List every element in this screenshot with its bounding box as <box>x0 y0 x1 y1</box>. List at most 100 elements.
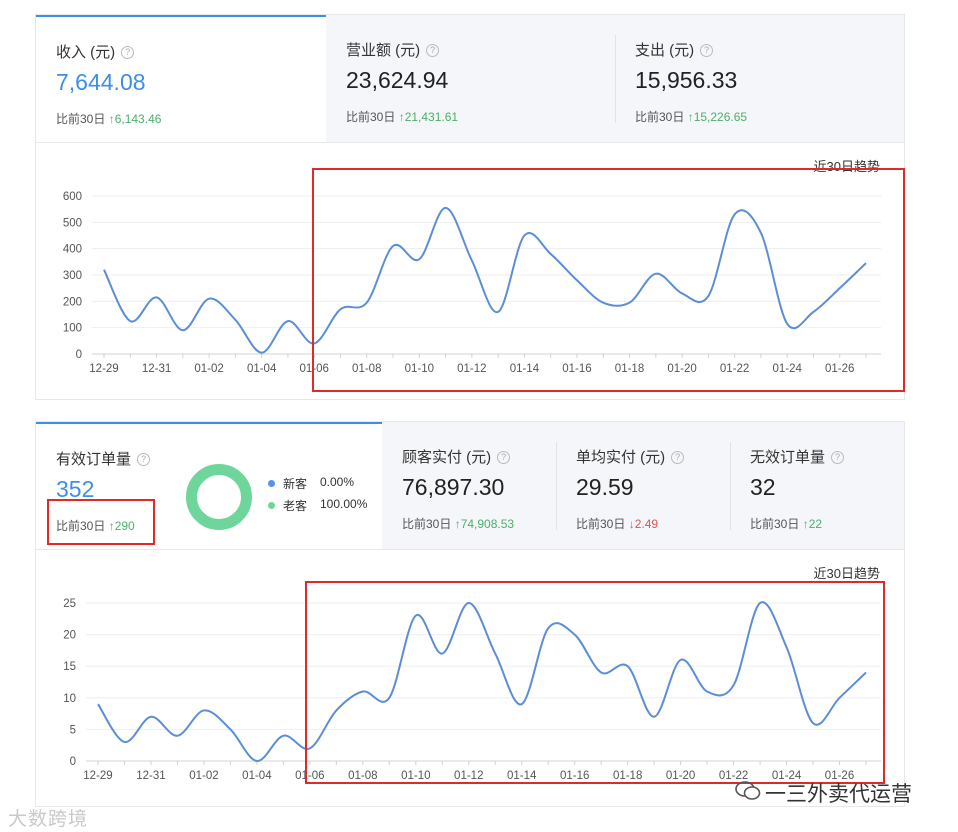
stat-value-customer-paid: 76,897.30 <box>402 474 505 500</box>
stat-card-turnover[interactable]: 营业额 (元)? 23,624.94 比前30日 ↑21,431.61 <box>326 15 615 142</box>
x-tick-label: 01-02 <box>194 363 223 375</box>
stat-card-expense[interactable]: 支出 (元)? 15,956.33 比前30日 ↑15,226.65 <box>615 15 904 142</box>
stat-compare-value-avg-paid: ↓2.49 <box>628 517 659 531</box>
stat-value-valid-orders: 352 <box>56 476 95 502</box>
trend-title: 近30日趋势 <box>813 159 880 174</box>
x-tick-label: 01-12 <box>454 770 483 782</box>
stat-label-invalid-orders: 无效订单量 <box>750 449 826 466</box>
revenue-panel: 收入 (元)? 7,644.08 比前30日 ↑6,143.46 营业额 (元)… <box>35 14 905 400</box>
watermark-left: 大数跨境 <box>8 809 89 830</box>
x-tick-label: 01-22 <box>719 770 748 782</box>
stat-compare-value-invalid-orders: ↑22 <box>802 517 823 531</box>
x-tick-label: 01-14 <box>510 363 540 375</box>
trend-line <box>103 206 867 354</box>
x-tick-label: 01-08 <box>352 363 381 375</box>
stat-card-income[interactable]: 收入 (元)? 7,644.08 比前30日 ↑6,143.46 <box>36 15 326 142</box>
y-tick-label: 200 <box>63 296 82 308</box>
x-tick-label: 01-06 <box>299 363 328 375</box>
x-tick-label: 12-29 <box>89 363 118 375</box>
help-icon[interactable]: ? <box>137 453 151 466</box>
stat-label-valid-orders: 有效订单量 <box>56 451 132 468</box>
divider <box>615 35 616 123</box>
x-tick-label: 01-20 <box>667 363 696 375</box>
orders-trend-chart: 0 5 10 15 20 25 12-29 12-31 01-02 01-04 01-06 01-08… <box>63 598 881 782</box>
highlight-box <box>305 581 885 784</box>
x-tick-label: 01-04 <box>247 363 277 375</box>
y-tick-label: 15 <box>63 661 76 673</box>
stat-compare-label: 比前30日 <box>750 517 800 531</box>
watermark-right: 一三外卖代运营 <box>765 783 912 806</box>
legend-returning-pct: 100.00% <box>320 497 368 511</box>
x-tick-label: 01-04 <box>242 770 272 782</box>
stat-card-customer-paid[interactable]: 顾客实付 (元)? 76,897.30 比前30日 ↑74,908.53 <box>382 422 556 549</box>
orders-panel: 有效订单量? 352 比前30日 ↑290 新客 0.00% 老客 100.00… <box>35 421 905 807</box>
y-tick-label: 0 <box>70 756 76 768</box>
x-tick-label: 01-14 <box>507 770 537 782</box>
stat-label-customer-paid: 顾客实付 (元) <box>402 449 492 466</box>
divider <box>556 442 557 530</box>
stat-compare-value-income: ↑6,143.46 <box>108 112 162 126</box>
x-tick-label: 01-26 <box>825 770 854 782</box>
y-tick-label: 20 <box>63 630 76 642</box>
x-tick-label: 01-20 <box>666 770 695 782</box>
help-icon[interactable]: ? <box>831 451 845 464</box>
stat-compare-value-expense: ↑15,226.65 <box>687 110 748 124</box>
legend-returning-customer: 老客 100.00% <box>268 497 367 514</box>
y-tick-label: 100 <box>63 323 82 335</box>
stat-value-invalid-orders: 32 <box>750 474 776 500</box>
stat-compare-label: 比前30日 <box>56 112 106 126</box>
x-tick-label: 01-02 <box>189 770 218 782</box>
stat-card-avg-paid[interactable]: 单均实付 (元)? 29.59 比前30日 ↓2.49 <box>556 422 730 549</box>
legend-dot-icon <box>268 480 275 487</box>
y-tick-label: 300 <box>63 270 82 282</box>
help-icon[interactable]: ? <box>700 44 714 57</box>
help-icon[interactable]: ? <box>671 451 685 464</box>
stat-label-income: 收入 (元) <box>56 44 116 61</box>
x-tick-label: 01-16 <box>562 363 591 375</box>
stat-label-turnover: 营业额 (元) <box>346 42 421 59</box>
legend-new-label: 新客 <box>283 477 308 491</box>
customer-donut-chart <box>186 464 252 530</box>
x-tick-label: 01-24 <box>772 770 802 782</box>
stat-compare-value-valid-orders: ↑290 <box>108 519 135 533</box>
wechat-icon <box>735 781 761 800</box>
revenue-trend-chart: 0 100 200 300 400 500 600 12-29 12-31 01-02 01-04 0… <box>63 191 881 375</box>
x-tick-label: 01-10 <box>401 770 430 782</box>
stat-card-valid-orders[interactable]: 有效订单量? 352 比前30日 ↑290 新客 0.00% 老客 100.00… <box>36 422 382 549</box>
stat-compare-value-turnover: ↑21,431.61 <box>398 110 459 124</box>
help-icon[interactable]: ? <box>121 46 135 59</box>
legend-new-pct: 0.00% <box>320 475 355 489</box>
y-tick-label: 400 <box>63 244 82 256</box>
x-tick-label: 12-31 <box>142 363 171 375</box>
x-tick-label: 01-22 <box>720 363 749 375</box>
x-tick-label: 12-29 <box>83 770 112 782</box>
x-tick-label: 01-26 <box>825 363 854 375</box>
legend-dot-icon <box>268 502 275 509</box>
stat-value-avg-paid: 29.59 <box>576 474 634 500</box>
help-icon[interactable]: ? <box>426 44 440 57</box>
x-tick-label: 01-08 <box>348 770 377 782</box>
x-tick-label: 01-10 <box>405 363 434 375</box>
x-tick-label: 01-18 <box>615 363 644 375</box>
stat-value-expense: 15,956.33 <box>635 67 738 93</box>
trend-line <box>97 601 867 762</box>
help-icon[interactable]: ? <box>497 451 511 464</box>
highlight-box <box>312 168 905 392</box>
orders-stat-bar: 有效订单量? 352 比前30日 ↑290 新客 0.00% 老客 100.00… <box>36 422 904 550</box>
y-tick-label: 25 <box>63 598 76 610</box>
trend-title: 近30日趋势 <box>813 566 880 581</box>
x-tick-label: 01-16 <box>560 770 589 782</box>
x-tick-label: 01-06 <box>295 770 324 782</box>
stat-card-invalid-orders[interactable]: 无效订单量? 32 比前30日 ↑22 <box>730 422 904 549</box>
y-tick-label: 10 <box>63 693 76 705</box>
stat-compare-label: 比前30日 <box>56 519 106 533</box>
y-tick-label: 600 <box>63 191 82 203</box>
y-tick-label: 0 <box>76 349 82 361</box>
y-tick-label: 5 <box>70 724 76 736</box>
stat-compare-label: 比前30日 <box>346 110 396 124</box>
x-tick-label: 01-18 <box>613 770 642 782</box>
stat-compare-label: 比前30日 <box>635 110 685 124</box>
y-tick-label: 500 <box>63 217 82 229</box>
highlight-box <box>47 499 155 545</box>
x-tick-label: 12-31 <box>136 770 165 782</box>
